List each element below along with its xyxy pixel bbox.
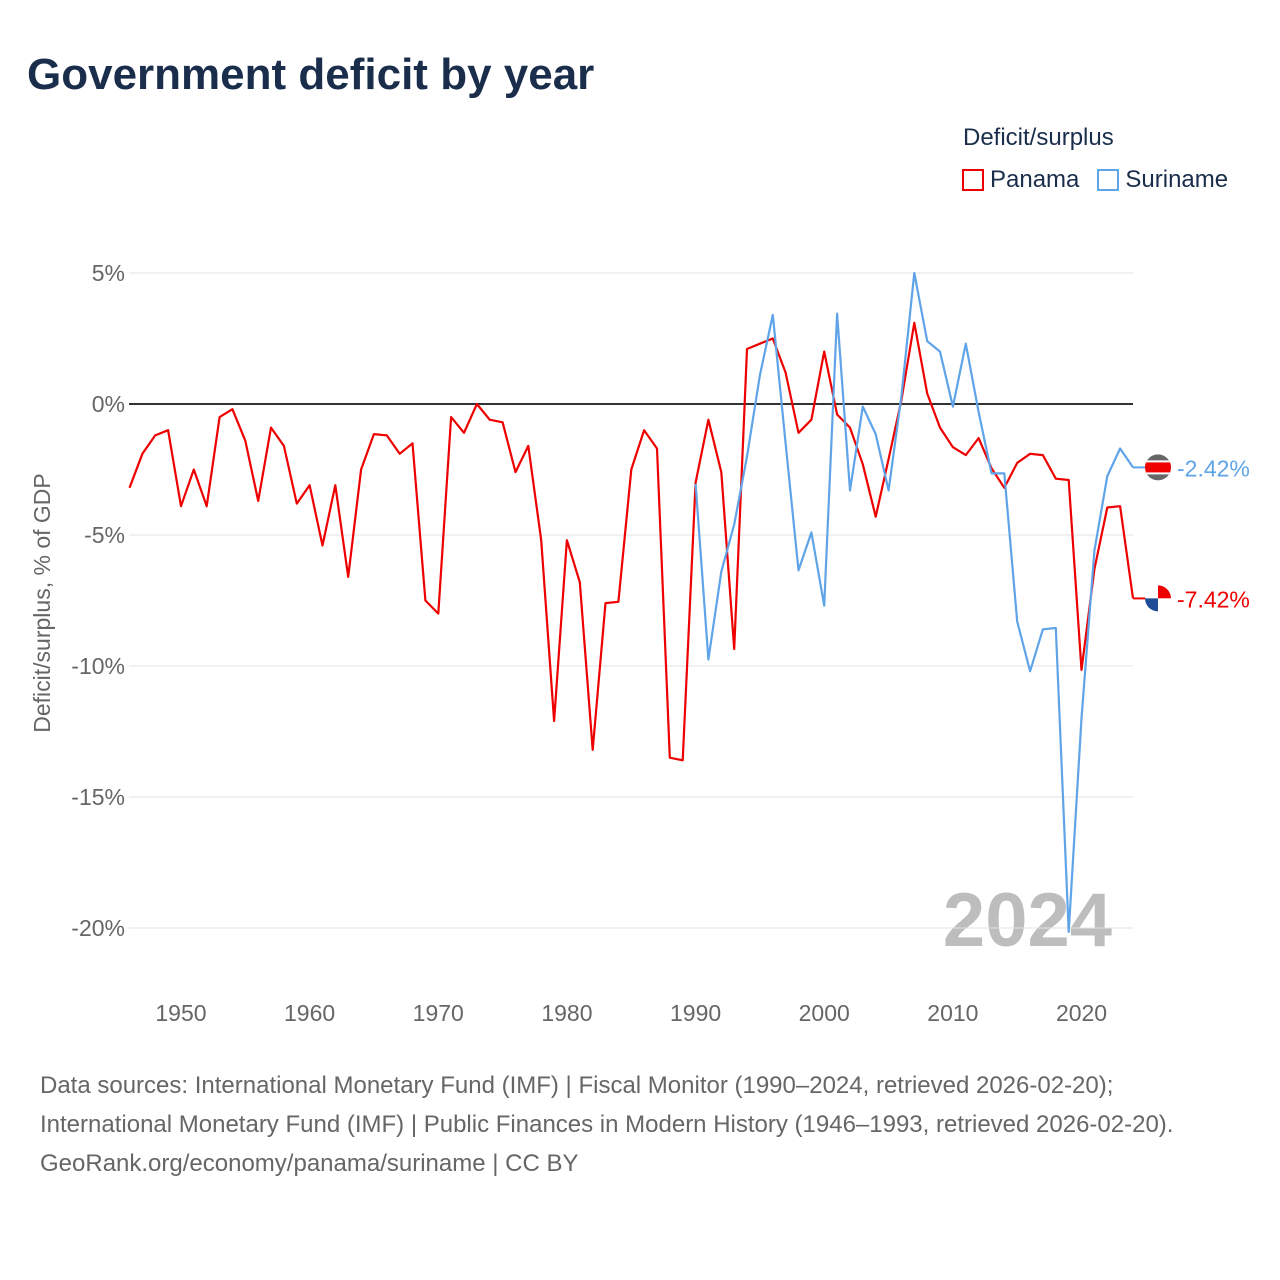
y-tick-label: 5%: [92, 260, 125, 286]
chart-title: Government deficit by year: [27, 50, 595, 99]
y-tick-label: -10%: [71, 653, 125, 679]
series-line-panama: [128, 321, 1135, 762]
legend-item-suriname[interactable]: Suriname: [1097, 166, 1228, 194]
x-tick-label: 1950: [155, 1000, 206, 1026]
y-tick-label: -5%: [84, 522, 125, 548]
legend-label: Panama: [990, 166, 1080, 193]
legend-swatch-panama: [962, 169, 984, 191]
x-tick-label: 2010: [927, 1000, 978, 1026]
flag-icon-panama: [1145, 585, 1171, 612]
line-chart: 2024 5% 0% -5% -10% -15% -20% 1950 1960 1970 1980 1…: [29, 260, 1250, 1026]
x-tick-label: 2000: [799, 1000, 850, 1026]
x-tick-label: 2020: [1056, 1000, 1107, 1026]
legend-title: Deficit/surplus: [963, 124, 1114, 151]
data-sources: Data sources: International Monetary Fun…: [40, 1072, 1174, 1138]
legend-swatch-suriname: [1097, 169, 1120, 191]
series-line-suriname: [694, 271, 1134, 934]
x-tick-label: 1970: [413, 1000, 464, 1026]
legend: Panama Suriname: [962, 166, 1228, 194]
legend-item-panama[interactable]: Panama: [962, 166, 1079, 194]
y-axis-label: Deficit/surplus, % of GDP: [29, 473, 55, 732]
flag-icon-suriname: [1145, 454, 1171, 481]
end-value-label: -7.42%: [1177, 586, 1250, 612]
end-value-label: -2.42%: [1177, 455, 1250, 481]
x-tick-label: 1960: [284, 1000, 335, 1026]
year-watermark: 2024: [943, 878, 1112, 963]
footer: Data sources: International Monetary Fun…: [40, 1066, 1240, 1183]
legend-label: Suriname: [1125, 166, 1229, 193]
y-tick-label: 0%: [92, 391, 125, 417]
credit-link[interactable]: GeoRank.org/economy/panama/suriname | CC…: [40, 1150, 579, 1177]
y-tick-label: -20%: [71, 915, 125, 941]
x-tick-label: 1980: [541, 1000, 592, 1026]
y-tick-label: -15%: [71, 784, 125, 810]
x-tick-label: 1990: [670, 1000, 721, 1026]
